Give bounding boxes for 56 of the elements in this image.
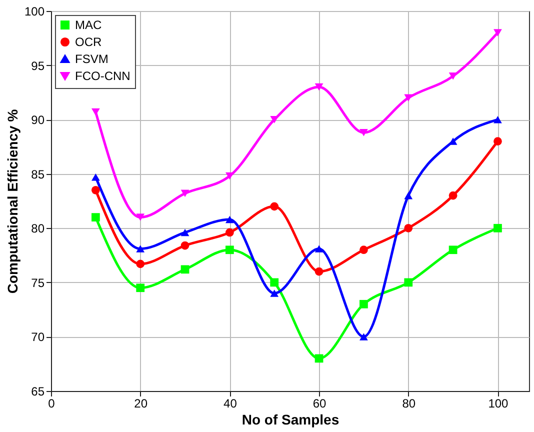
- point: [404, 94, 413, 102]
- x-axis-title: No of Samples: [242, 412, 340, 428]
- point: [314, 267, 324, 276]
- legend-label: MAC: [75, 18, 102, 32]
- point: [404, 224, 413, 232]
- y-tick-label: 65: [31, 384, 45, 398]
- point: [136, 214, 145, 221]
- point: [136, 284, 145, 292]
- x-tick-label: 60: [312, 396, 327, 410]
- point: [360, 333, 368, 340]
- point: [180, 190, 190, 198]
- y-tick-label: 70: [31, 330, 45, 344]
- point: [360, 128, 368, 136]
- point: [494, 224, 502, 232]
- point: [360, 300, 368, 308]
- legend-label: FSVM: [75, 52, 108, 66]
- point: [404, 278, 413, 287]
- point: [494, 29, 502, 36]
- x-tick-label: 20: [134, 396, 148, 410]
- point: [91, 173, 100, 181]
- point: [180, 228, 190, 236]
- point: [91, 108, 100, 116]
- y-tick-label: 100: [24, 4, 45, 18]
- y-tick-label: 80: [31, 222, 45, 236]
- y-tick-label: 85: [31, 167, 45, 182]
- point: [314, 354, 324, 363]
- point: [91, 186, 100, 194]
- point: [404, 192, 413, 200]
- point: [270, 290, 279, 297]
- point: [448, 246, 458, 254]
- point: [314, 83, 324, 91]
- point: [136, 260, 145, 268]
- point: [314, 245, 324, 252]
- point: [270, 278, 279, 287]
- legend-label: FCO-CNN: [75, 69, 130, 83]
- point: [494, 137, 502, 146]
- x-tick-label: 100: [488, 396, 509, 410]
- x-tick-label: 80: [402, 396, 416, 410]
- point: [226, 228, 234, 237]
- y-tick-label: 95: [31, 58, 45, 73]
- point: [226, 246, 234, 254]
- point: [180, 241, 190, 250]
- x-tick-label: 40: [224, 396, 238, 410]
- point: [448, 191, 458, 200]
- point: [91, 213, 100, 222]
- point: [360, 246, 368, 254]
- y-tick-label: 90: [31, 113, 45, 128]
- point: [180, 265, 190, 274]
- legend-label: OCR: [75, 35, 102, 49]
- y-axis-title: Computational Efficiency %: [4, 108, 20, 294]
- point: [494, 116, 502, 124]
- y-tick-label: 75: [31, 276, 45, 290]
- point: [270, 202, 279, 211]
- x-tick-label: 0: [48, 396, 56, 410]
- point: [136, 245, 145, 252]
- point: [226, 216, 234, 224]
